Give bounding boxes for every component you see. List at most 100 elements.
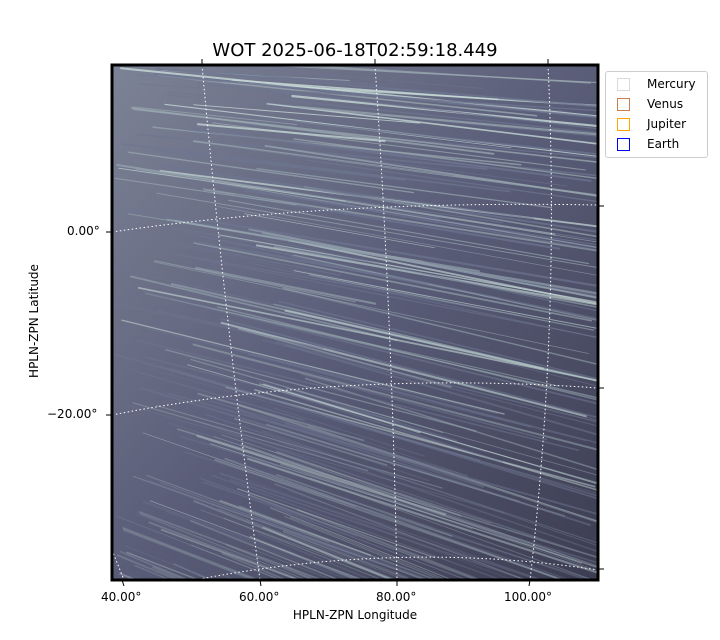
- legend-item-mercury: Mercury: [617, 74, 696, 94]
- star-streak: [279, 65, 598, 84]
- star-streak: [169, 226, 357, 262]
- star-streak: [268, 449, 598, 568]
- star-streak: [234, 417, 388, 466]
- star-streak: [220, 318, 598, 419]
- star-streak: [273, 407, 425, 457]
- star-streak: [253, 422, 430, 482]
- star-streak: [275, 473, 453, 537]
- star-streak: [246, 457, 598, 574]
- star-streak: [228, 199, 590, 265]
- star-streak: [297, 105, 598, 136]
- star-streak: [231, 79, 499, 101]
- star-streak: [265, 471, 433, 529]
- star-streak: [203, 270, 404, 319]
- star-streak: [273, 303, 598, 382]
- star-streak: [221, 552, 287, 580]
- star-streak: [187, 364, 598, 484]
- star-streak: [197, 123, 386, 143]
- star-streak: [266, 102, 598, 145]
- star-streak: [219, 499, 372, 557]
- star-streak: [179, 435, 598, 564]
- star-streak: [153, 261, 589, 354]
- star-streak: [173, 563, 211, 580]
- star-streak: [269, 507, 453, 580]
- star-streak: [191, 127, 592, 182]
- star-streak: [242, 189, 440, 220]
- star-streak: [184, 175, 598, 243]
- y-tick-label: 0.00°: [67, 224, 100, 238]
- star-streak: [112, 302, 324, 350]
- x-tick-label: 80.00°: [376, 590, 417, 604]
- star-streak: [240, 443, 583, 565]
- star-streak: [238, 505, 437, 580]
- star-streak: [261, 430, 598, 547]
- legend-label: Earth: [647, 137, 680, 151]
- plot-area: [106, 59, 604, 587]
- grid-lon-40: [112, 549, 125, 580]
- star-streak: [275, 341, 598, 423]
- star-streak: [258, 532, 372, 580]
- star-streak: [131, 106, 298, 126]
- star-streak: [153, 149, 406, 182]
- star-streak: [284, 309, 545, 370]
- star-streak: [230, 479, 527, 580]
- star-streak: [219, 472, 540, 580]
- star-streak: [249, 535, 359, 580]
- star-streak: [139, 83, 330, 98]
- star-streak: [234, 408, 592, 527]
- star-streak: [140, 387, 520, 503]
- star-streak: [147, 368, 598, 494]
- star-streak: [137, 286, 598, 382]
- star-streak: [296, 508, 481, 580]
- x-axis-label: HPLN-ZPN Longitude: [292, 608, 418, 622]
- legend-swatch: [617, 117, 630, 131]
- star-streak: [284, 515, 443, 580]
- star-streak: [175, 242, 341, 276]
- legend-item-earth: Earth: [617, 134, 679, 154]
- axes-frame: [110, 63, 600, 582]
- star-streak: [256, 116, 598, 156]
- star-streak: [125, 404, 505, 514]
- star-streak: [152, 565, 188, 580]
- star-streaks: [112, 65, 598, 580]
- star-streak: [149, 500, 364, 580]
- star-streak: [190, 358, 444, 434]
- star-streak: [138, 510, 323, 580]
- legend-swatch: [617, 137, 630, 151]
- star-streak: [251, 353, 598, 444]
- star-streak: [221, 434, 492, 524]
- star-streak: [248, 479, 513, 580]
- star-streak: [184, 451, 593, 580]
- star-streak: [245, 518, 397, 580]
- star-streak: [214, 458, 564, 580]
- y-axis-label: HPLN-ZPN Latitude: [27, 264, 41, 378]
- star-streak: [220, 321, 587, 418]
- legend-label: Venus: [647, 97, 684, 111]
- star-streak: [127, 151, 415, 194]
- star-streak: [247, 261, 598, 339]
- star-streak: [167, 392, 598, 516]
- star-streak: [280, 99, 598, 134]
- star-streak: [280, 390, 504, 464]
- star-streak: [258, 88, 598, 130]
- star-streak: [262, 526, 393, 580]
- star-streak: [279, 463, 473, 530]
- star-streak: [201, 481, 432, 560]
- legend-label: Mercury: [647, 77, 696, 91]
- star-streak: [223, 71, 376, 86]
- star-streak: [144, 327, 499, 415]
- star-streak: [210, 65, 484, 89]
- star-streak: [296, 418, 460, 474]
- star-streak: [132, 475, 427, 580]
- star-streak: [244, 213, 435, 249]
- star-streak: [152, 565, 183, 580]
- star-streak: [131, 369, 305, 421]
- star-streak: [156, 404, 443, 489]
- star-streak: [117, 516, 281, 580]
- star-streak: [253, 470, 571, 580]
- star-streak: [135, 512, 302, 580]
- star-streak: [157, 74, 538, 117]
- star-streak: [192, 343, 598, 451]
- star-streak: [200, 509, 394, 580]
- legend-swatch: [617, 97, 630, 111]
